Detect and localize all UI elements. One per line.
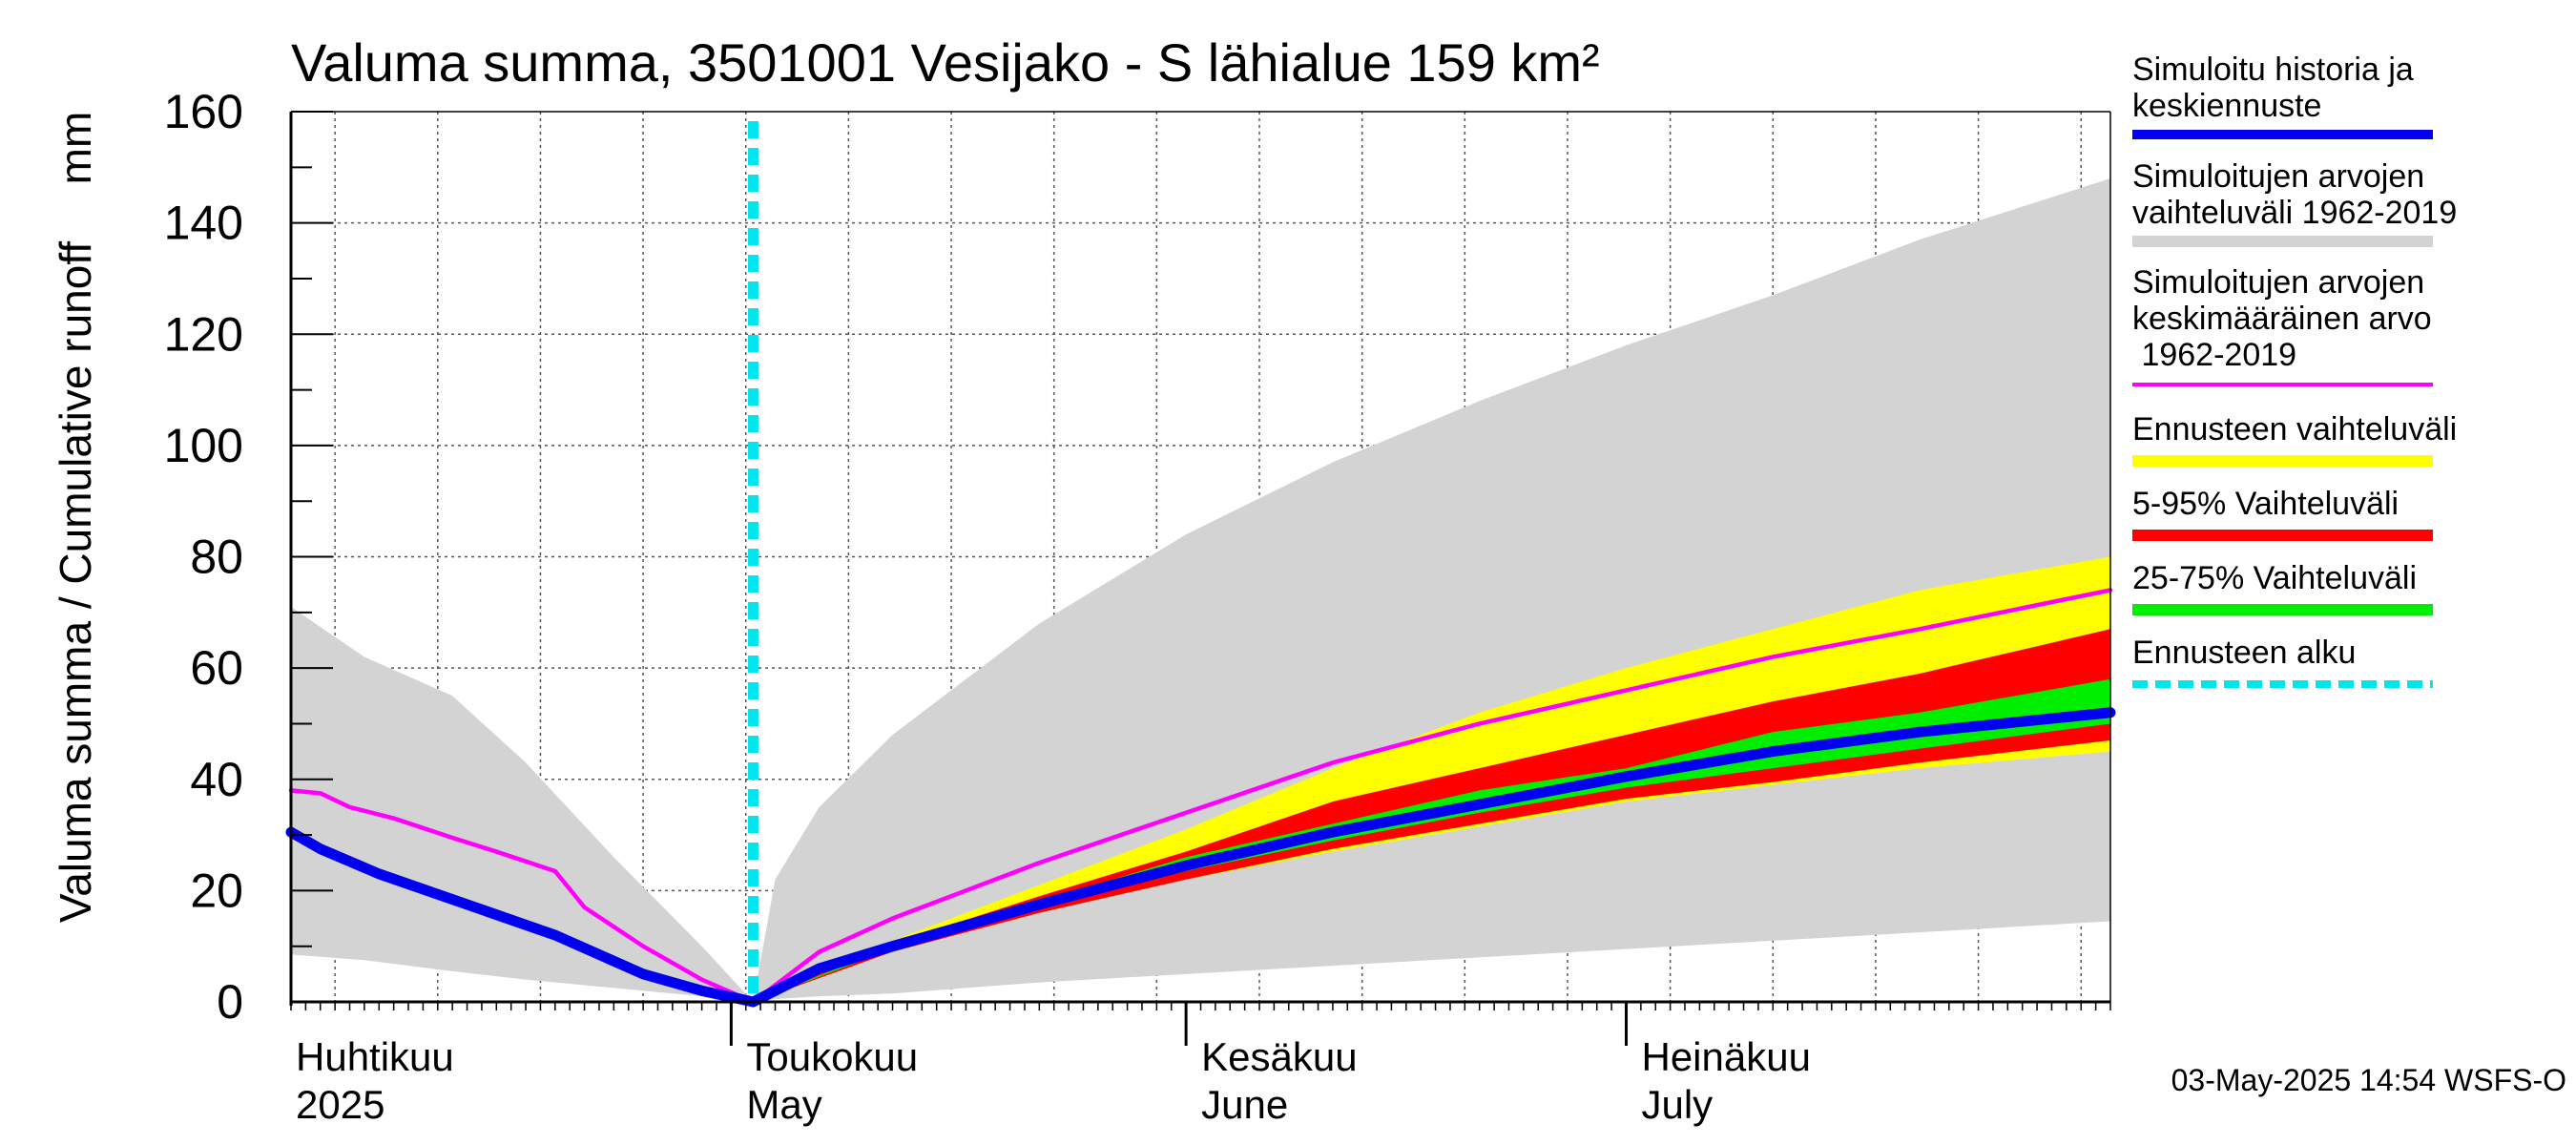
month-label-en: 2025 xyxy=(296,1082,384,1127)
y-tick-label: 0 xyxy=(217,975,243,1029)
band-area xyxy=(753,678,2111,1002)
legend-label: Simuloitujen arvojen keskimääräinen arvo … xyxy=(2132,264,2432,373)
legend-label: 25-75% Vaihteluväli xyxy=(2132,560,2417,596)
month-label-fi: Huhtikuu xyxy=(296,1034,454,1079)
y-tick-label: 120 xyxy=(164,307,243,361)
series-line xyxy=(285,707,2116,1008)
month-label-en: July xyxy=(1641,1082,1713,1127)
y-tick-label: 160 xyxy=(164,85,243,138)
month-label-en: May xyxy=(746,1082,821,1127)
footer-timestamp: 03-May-2025 14:54 WSFS-O xyxy=(2171,1063,2566,1097)
y-tick-label: 140 xyxy=(164,197,243,250)
y-tick-label: 60 xyxy=(190,641,243,695)
legend-label: Ennusteen alku xyxy=(2132,635,2356,671)
y-axis-label: Valuma summa / Cumulative runoff xyxy=(51,241,100,923)
y-tick-label: 100 xyxy=(164,419,243,472)
y-tick-label: 20 xyxy=(190,864,243,917)
legend-label: Simuloitu historia ja keskiennuste xyxy=(2132,52,2414,124)
legend: Simuloitu historia ja keskiennuste Simuloi… xyxy=(2132,52,2457,688)
chart-title: Valuma summa, 3501001 Vesijako - S lähia… xyxy=(291,32,1600,93)
y-tick-label: 40 xyxy=(190,753,243,806)
y-tick-label: 80 xyxy=(190,531,243,584)
legend-label: Simuloitujen arvojen vaihteluväli 1962-20… xyxy=(2132,158,2457,231)
month-label-fi: Kesäkuu xyxy=(1201,1034,1357,1079)
legend-label: 5-95% Vaihteluväli xyxy=(2132,486,2399,522)
month-label-fi: Heinäkuu xyxy=(1641,1034,1810,1079)
month-label-en: June xyxy=(1201,1082,1288,1127)
legend-label: Ennusteen vaihteluväli xyxy=(2132,411,2457,448)
month-label-fi: Toukokuu xyxy=(746,1034,918,1079)
y-axis-unit: mm xyxy=(51,112,100,185)
